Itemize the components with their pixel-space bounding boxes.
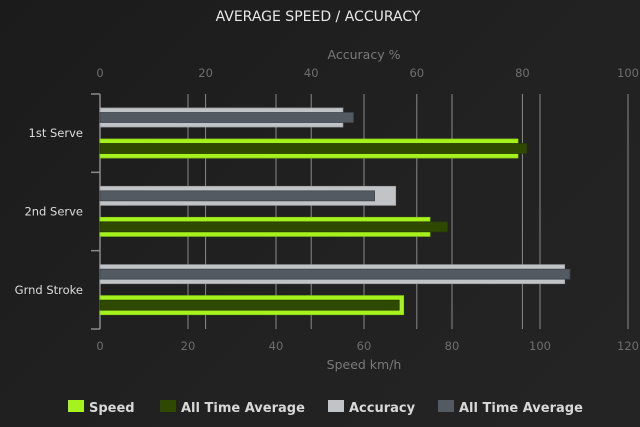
legend-label: Speed (89, 401, 135, 416)
chart-title: AVERAGE SPEED / ACCURACY (216, 9, 421, 25)
top-tick-label: 100 (617, 66, 639, 80)
legend-swatch (328, 400, 344, 412)
bottom-tick-label: 60 (357, 339, 372, 353)
legend-label: Accuracy (349, 401, 416, 416)
gridlines (91, 93, 629, 330)
top-tick-label: 60 (409, 66, 424, 80)
legend-swatch (438, 400, 454, 412)
category-label: Grnd Stroke (15, 283, 83, 297)
bar-accuracy-average (99, 190, 375, 202)
bottom-tick-label: 80 (445, 339, 460, 353)
category-labels: 1st Serve 2nd Serve Grnd Stroke (15, 126, 83, 297)
top-axis-title: Accuracy % (328, 47, 401, 62)
bars (99, 107, 571, 316)
tick-labels: 0 20 40 60 80 100 120 0 20 40 60 80 100 (96, 66, 639, 353)
top-tick-label: 0 (96, 66, 103, 80)
bar-speed-average (99, 299, 400, 311)
legend-swatch (160, 400, 176, 412)
bottom-axis-title: Speed km/h (327, 357, 402, 372)
top-tick-label: 80 (515, 66, 530, 80)
legend[interactable]: Speed All Time Average Accuracy All Time Av… (68, 400, 583, 416)
bar-speed-average (99, 143, 528, 154)
top-tick-label: 20 (198, 66, 213, 80)
bottom-tick-label: 100 (529, 339, 551, 353)
legend-label: All Time Average (181, 401, 305, 416)
bar-accuracy-average (99, 268, 571, 280)
category-label: 1st Serve (29, 126, 83, 140)
bottom-tick-label: 40 (269, 339, 284, 353)
category-label: 2nd Serve (24, 205, 83, 219)
bar-speed-average (99, 221, 449, 233)
bottom-tick-label: 20 (181, 339, 196, 353)
top-tick-label: 40 (304, 66, 319, 80)
bottom-tick-label: 120 (617, 339, 639, 353)
bar-accuracy-average (99, 112, 354, 123)
bottom-tick-label: 0 (96, 339, 103, 353)
legend-label: All Time Average (459, 401, 583, 416)
legend-swatch (68, 400, 84, 412)
